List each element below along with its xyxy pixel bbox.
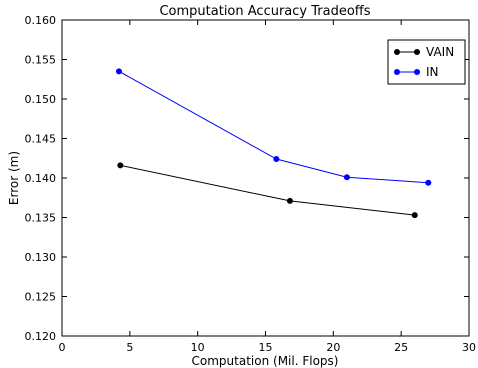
y-tick-label: 0.140 [25,172,57,185]
legend-marker-in-right [414,69,420,75]
data-point-in [343,174,350,181]
x-tick-label: 20 [326,341,340,354]
legend-marker-in-left [394,69,400,75]
y-tick-label: 0.130 [25,251,57,264]
x-tick-label: 15 [259,341,273,354]
plot-marks [115,68,432,219]
data-point-in [425,179,432,186]
x-axis-title: Computation (Mil. Flops) [192,354,339,368]
data-point-in [273,156,280,163]
y-tick-label: 0.135 [25,212,57,225]
legend-marker-vain-right [414,49,420,55]
legend-label-in: IN [426,65,439,79]
y-tick-label: 0.155 [25,54,57,67]
data-point-vain [286,197,293,204]
series-line-in [118,70,429,184]
axis-ticks: 0 5 10 15 20 25 30 0.120 0.125 0.130 0.135 0.140 0.1… [25,14,477,354]
x-tick-label: 30 [462,341,476,354]
y-axis-title: Error (m) [7,151,21,205]
x-tick-label: 25 [394,341,408,354]
y-tick-label: 0.150 [25,93,57,106]
y-tick-label: 0.125 [25,291,57,304]
y-tick-label: 0.120 [25,330,57,343]
x-tick-label: 10 [191,341,205,354]
legend-label-vain: VAIN [426,45,454,59]
y-tick-label: 0.145 [25,133,57,146]
legend: VAIN IN [387,39,466,85]
x-tick-label: 0 [59,341,66,354]
data-point-in [115,68,122,75]
y-tick-label: 0.160 [25,14,57,27]
series-line-vain [120,164,415,216]
legend-box [387,39,466,85]
chart-title: Computation Accuracy Tradeoffs [159,4,370,19]
data-point-vain [117,162,124,169]
legend-marker-vain-left [394,49,400,55]
x-tick-label: 5 [126,341,133,354]
data-point-vain [411,212,418,219]
